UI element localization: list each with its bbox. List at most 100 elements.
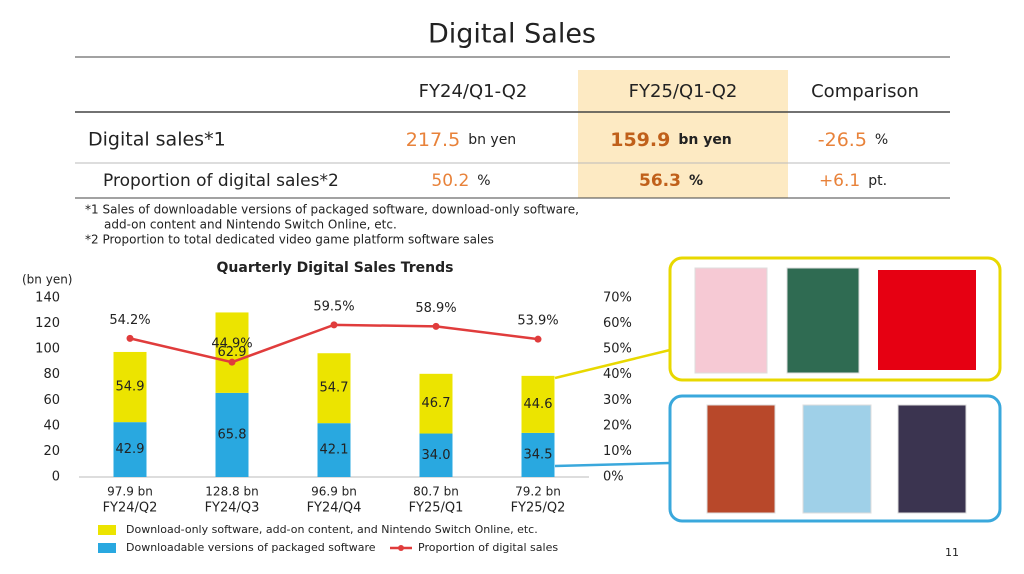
page-number: 11 [945,546,959,559]
product-images [554,256,1002,523]
column-header: FY25/Q1-Q2 [629,81,738,102]
cell-unit: % [477,173,490,189]
y-tick-label: 140 [35,291,60,306]
y-tick-label: 20 [43,444,60,459]
total-label: 97.9 bn [107,485,153,499]
total-label: 128.8 bn [205,485,258,499]
y-tick-label: 120 [35,316,60,331]
line-label: 54.2% [109,313,150,328]
product-box [694,267,768,374]
legend-label: Download-only software, add-on content, … [126,523,538,536]
legend-swatch [98,543,116,553]
bar-label: 65.8 [218,427,247,442]
x-tick-label: FY25/Q1 [409,501,464,516]
table-cell: -26.5% [818,129,888,151]
bar-segment [113,351,147,423]
bar-segment [521,375,555,433]
footnote: *1 Sales of downloadable versions of pac… [85,203,579,217]
bar-segment [521,432,555,477]
y-tick-label: 0 [52,470,60,485]
total-label: 96.9 bn [311,485,357,499]
bar-segment [215,312,249,393]
row-label: Proportion of digital sales*2 [103,171,339,191]
line-label: 53.9% [517,314,558,329]
bar-label: 42.1 [320,443,349,458]
bar-label: 54.7 [320,381,349,396]
y2-tick-label: 30% [603,393,632,408]
line-label: 59.5% [313,299,354,314]
bar-segment [215,392,249,477]
table-cell: 50.2% [431,171,490,191]
product-box [786,267,860,374]
table-cell: +6.1 pt. [819,171,887,191]
cell-unit: % [689,173,703,189]
y-tick-label: 40 [43,418,60,433]
product-box [706,404,776,514]
cell-value: +6.1 [819,171,860,191]
x-tick-label: FY24/Q3 [205,501,260,516]
cell-value: 50.2 [431,171,469,191]
bar-label: 42.9 [116,442,145,457]
bar-segment [113,422,147,477]
bar-segment [317,353,351,424]
cell-value: 56.3 [639,171,681,191]
legend-label: Proportion of digital sales [418,541,558,554]
y-tick-label: 60 [43,393,60,408]
table-cell: 56.3% [639,171,703,191]
bar-segment [419,433,453,477]
cell-unit: bn yen [468,132,516,148]
legend-label: Downloadable versions of packaged softwa… [126,541,376,554]
line-point [330,321,338,329]
bar-segment [317,423,351,477]
y2-tick-label: 20% [603,418,632,433]
y2-tick-label: 10% [603,444,632,459]
line-point [534,335,542,343]
footnotes: *1 Sales of downloadable versions of pac… [85,203,579,247]
y2-tick-label: 40% [603,367,632,382]
table-cell: 159.9 bn yen [610,129,732,151]
product-box [878,270,976,370]
y2-tick-label: 50% [603,342,632,357]
line-label: 58.9% [415,301,456,316]
line-point [126,334,134,342]
bar-label: 54.9 [116,380,145,395]
x-tick-label: FY24/Q2 [103,501,158,516]
x-tick-label: FY24/Q4 [307,501,362,516]
cell-value: 159.9 [610,129,670,151]
line-label: 44.9% [211,337,252,352]
cell-unit: bn yen [678,132,731,148]
bar-label: 34.5 [524,447,553,462]
total-label: 80.7 bn [413,485,459,499]
cell-unit: pt. [868,173,887,189]
bar-label: 44.6 [524,397,553,412]
row-label: Digital sales*1 [88,129,226,151]
y-axis-label: (bn yen) [22,273,73,287]
x-tick-label: FY25/Q2 [511,501,566,516]
table-cell: 217.5 bn yen [406,129,516,151]
connector [554,348,671,380]
product-box [897,404,967,514]
legend-swatch [98,525,116,535]
cell-unit: % [875,132,888,148]
table: FY24/Q1-Q2 FY25/Q1-Q2 Comparison Digital sa… [88,81,919,191]
footnote: add-on content and Nintendo Switch Onlin… [104,218,397,232]
line-point [228,358,236,366]
cell-value: -26.5 [818,129,867,151]
bar-label: 62.9 [218,345,247,360]
y2-tick-label: 0% [603,470,624,485]
y-tick-label: 80 [43,367,60,382]
bar-segment [419,373,453,434]
product-box [802,404,872,514]
y-tick-label: 100 [35,342,60,357]
legend-swatch [398,545,404,551]
chart: Quarterly Digital Sales Trends (bn yen) … [22,260,632,554]
slide-title: Digital Sales [428,19,596,50]
y2-tick-label: 60% [603,316,632,331]
total-label: 79.2 bn [515,485,561,499]
chart-title: Quarterly Digital Sales Trends [217,260,454,276]
footnote: *2 Proportion to total dedicated video g… [85,233,494,247]
highlight-column [578,70,788,198]
bar-label: 46.7 [422,396,451,411]
